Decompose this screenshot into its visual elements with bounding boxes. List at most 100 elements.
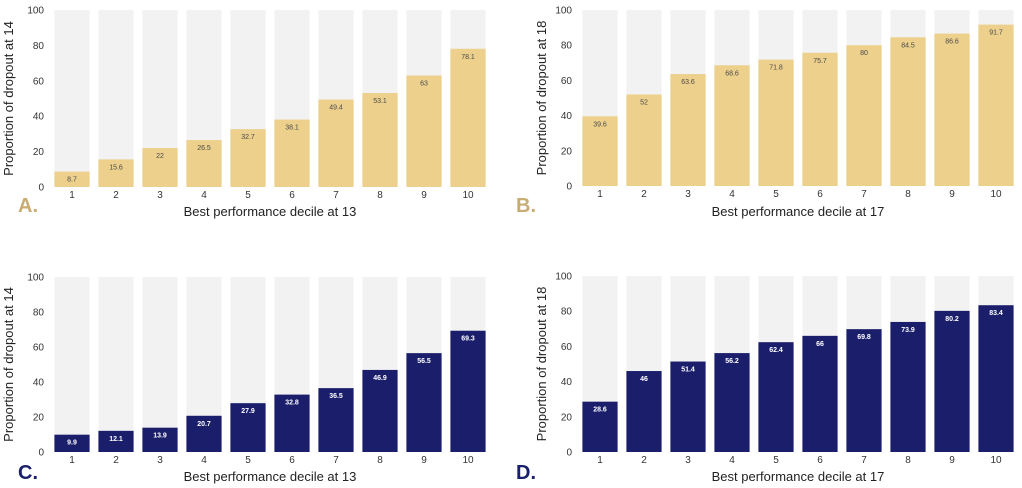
- data-bar: [758, 342, 794, 452]
- background-bar: [142, 277, 178, 452]
- x-tick-label: 7: [333, 455, 339, 466]
- x-tick-label: 2: [641, 455, 647, 466]
- x-tick-label: 8: [905, 455, 911, 466]
- y-axis-label: Proportion of dropout at 18: [534, 21, 549, 176]
- x-tick-label: 5: [245, 455, 251, 466]
- chart-panel-4: 02040608010028.64651.456.262.46669.873.9…: [516, 272, 1014, 484]
- chart-panel-3: 0 20 40 60 80 100 9.9 12.1 13.9 20.7 27.9 32.8 36.5 4…: [1, 273, 486, 484]
- data-bar: [450, 48, 486, 187]
- x-axis-label: Best performance decile at 17: [712, 469, 885, 484]
- data-bar: [802, 335, 838, 452]
- x-tick-label: 7: [333, 190, 339, 201]
- x-tick-label: 2: [113, 455, 119, 466]
- y-tick-label: 80: [561, 41, 573, 52]
- y-tick-label: 100: [555, 272, 572, 283]
- bar-value-label: 27.9: [241, 408, 255, 415]
- y-axis-label: Proportion of dropout at 14: [1, 287, 16, 442]
- x-tick-label: 4: [201, 190, 207, 201]
- y-tick-label: 100: [27, 273, 44, 284]
- x-tick-label: 1: [69, 190, 75, 201]
- y-tick-label: 20: [561, 146, 573, 157]
- data-bar: [186, 415, 222, 452]
- data-bar: [626, 371, 662, 452]
- x-tick-label: 1: [69, 455, 75, 466]
- background-bar: [54, 10, 90, 187]
- data-bar: [406, 353, 442, 452]
- data-bar: [450, 330, 486, 452]
- y-tick-label: 20: [33, 413, 45, 424]
- x-tick-label: 10: [990, 189, 1002, 200]
- bar-value-label: 83.4: [989, 310, 1003, 317]
- bar-value-label: 62.4: [769, 347, 783, 354]
- y-tick-label: 20: [561, 412, 573, 423]
- x-tick-label: 1: [597, 455, 603, 466]
- bar-value-label: 56.2: [725, 358, 739, 365]
- data-bar: [362, 93, 398, 187]
- data-bar: [230, 129, 266, 187]
- background-bar: [98, 10, 134, 187]
- x-tick-label: 3: [685, 189, 691, 200]
- data-bar: [142, 148, 178, 187]
- x-tick-label: 6: [289, 455, 295, 466]
- chart-panel-2: 02040608010039.65263.668.671.875.78084.5…: [516, 6, 1014, 219]
- y-tick-label: 60: [33, 76, 45, 87]
- bar-value-label: 69.8: [857, 334, 871, 341]
- data-bar: [318, 388, 354, 452]
- bar-value-label: 9.9: [67, 440, 77, 447]
- bar-value-label: 46: [640, 376, 648, 383]
- data-bar: [274, 119, 310, 187]
- x-tick-label: 2: [113, 190, 119, 201]
- x-tick-label: 9: [421, 455, 427, 466]
- bar-value-label: 32.8: [285, 400, 299, 407]
- panel-letter: C.: [18, 462, 38, 484]
- data-bar: [978, 24, 1014, 186]
- x-tick-label: 9: [949, 455, 955, 466]
- bar-value-label: 63.6: [681, 79, 695, 86]
- y-tick-label: 60: [561, 76, 573, 87]
- x-tick-label: 6: [817, 189, 823, 200]
- bar-value-label: 52: [640, 99, 648, 106]
- panel-letter: B.: [516, 195, 536, 217]
- y-tick-label: 40: [33, 378, 45, 389]
- bar-value-label: 66: [816, 341, 824, 348]
- x-tick-label: 3: [157, 455, 163, 466]
- x-tick-label: 7: [861, 455, 867, 466]
- x-axis-label: Best performance decile at 13: [184, 204, 357, 219]
- data-bar: [890, 37, 926, 186]
- data-bar: [406, 75, 442, 187]
- data-bar: [582, 401, 618, 452]
- y-tick-label: 100: [27, 6, 44, 17]
- x-tick-label: 2: [641, 189, 647, 200]
- y-tick-label: 60: [561, 342, 573, 353]
- y-tick-label: 0: [38, 448, 44, 459]
- data-bar: [98, 430, 134, 452]
- data-bar: [230, 403, 266, 452]
- data-bar: [362, 369, 398, 452]
- x-tick-label: 5: [773, 189, 779, 200]
- x-tick-label: 8: [377, 190, 383, 201]
- data-bar: [186, 140, 222, 187]
- y-tick-label: 40: [561, 377, 573, 388]
- y-tick-label: 0: [566, 448, 572, 459]
- data-bar: [890, 321, 926, 452]
- bar-value-label: 84.5: [901, 42, 915, 49]
- bar-value-label: 78.1: [461, 54, 475, 61]
- data-bar: [54, 434, 90, 452]
- y-tick-label: 100: [555, 6, 572, 17]
- bar-value-label: 46.9: [373, 375, 387, 382]
- data-bar: [934, 33, 970, 186]
- panel-letter: D.: [516, 462, 536, 484]
- data-bar: [318, 99, 354, 187]
- x-tick-label: 4: [729, 189, 735, 200]
- bar-value-label: 13.9: [153, 433, 167, 440]
- x-tick-label: 4: [201, 455, 207, 466]
- data-bar: [978, 305, 1014, 452]
- bar-value-label: 69.3: [461, 336, 475, 343]
- x-tick-label: 8: [377, 455, 383, 466]
- chart-panel-1: 0 20 40 60 80 100 8.7 15.6 22 26.5 32.7 38.1 49.4 53.…: [1, 6, 486, 219]
- x-tick-label: 9: [421, 190, 427, 201]
- x-tick-label: 10: [990, 455, 1002, 466]
- bar-value-label: 39.6: [593, 121, 607, 128]
- bar-value-label: 75.7: [813, 58, 827, 65]
